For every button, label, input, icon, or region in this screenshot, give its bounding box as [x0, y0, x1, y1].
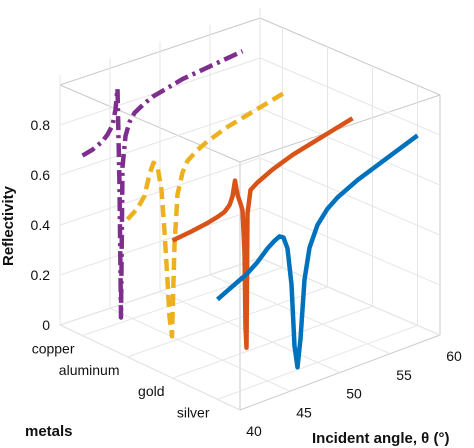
z-tick-label: 0 [42, 317, 50, 333]
series-line-aluminum [125, 88, 289, 339]
x-tick-label: 50 [346, 386, 362, 402]
series-line-copper [81, 49, 244, 320]
box-edge [259, 17, 441, 96]
x-gridline [109, 307, 291, 392]
z-gridline [259, 157, 441, 236]
z-tick-label: 0.4 [31, 217, 51, 233]
y-gridline [82, 267, 283, 337]
y-gridline [172, 305, 373, 379]
x-gridline [159, 291, 341, 373]
y-tick-label-copper: copper [32, 341, 75, 357]
axes-box [59, 8, 441, 411]
z-gridline [259, 57, 441, 136]
y-axis-label: metals [25, 423, 73, 440]
y-gridline [217, 324, 418, 400]
series-line-silver [216, 133, 419, 370]
z-tick-label: 0.8 [31, 117, 51, 133]
z-gridline [259, 207, 441, 286]
z-tick-label: 0.6 [31, 167, 51, 183]
y-tick-label-gold: gold [138, 383, 164, 399]
y-tick-label-silver: silver [177, 404, 210, 420]
x-tick-label: 45 [296, 404, 312, 420]
x-tick-label: 60 [446, 348, 462, 364]
x-gridline [59, 324, 241, 411]
series-line-gold [171, 116, 354, 350]
x-gridline [259, 257, 441, 336]
z-axis-label: Reflectivity [0, 185, 17, 266]
z-gridline [259, 107, 441, 186]
y-tick-label-aluminum: aluminum [59, 362, 120, 378]
series-group [81, 49, 419, 370]
x-tick-label: 55 [396, 367, 412, 383]
x-tick-label: 40 [246, 423, 262, 439]
z-tick-label: 0.2 [31, 267, 51, 283]
tick-labels: 0 0.2 0.4 0.6 0.8 40 45 50 55 60 copper aluminum gol… [31, 117, 462, 439]
x-axis-label: Incident angle, θ (°) [312, 430, 449, 447]
